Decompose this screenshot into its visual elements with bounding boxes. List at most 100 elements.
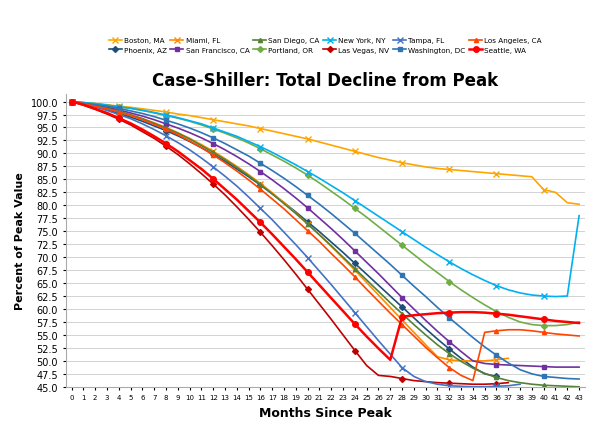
Phoenix, AZ xyxy=(434,337,441,342)
Boston, MA xyxy=(163,110,170,115)
Boston, MA xyxy=(505,173,512,178)
Phoenix, AZ xyxy=(186,140,193,145)
Line: San Francisco, CA: San Francisco, CA xyxy=(70,100,581,369)
San Diego, CA xyxy=(174,131,181,136)
Portland, OR xyxy=(340,197,347,203)
San Diego, CA xyxy=(316,233,323,238)
Tampa, FL xyxy=(316,269,323,274)
Washington, DC xyxy=(174,122,181,127)
Phoenix, AZ xyxy=(375,283,382,288)
San Francisco, CA xyxy=(245,162,252,167)
Boston, MA xyxy=(92,102,99,107)
San Francisco, CA xyxy=(92,103,99,108)
Line: Las Vegas, NV: Las Vegas, NV xyxy=(70,100,511,386)
Los Angeles, CA xyxy=(410,334,418,339)
Boston, MA xyxy=(375,156,382,161)
Las Vegas, NV xyxy=(139,130,146,135)
New York, NY xyxy=(386,222,394,227)
Portland, OR xyxy=(434,270,441,276)
Phoenix, AZ xyxy=(151,124,158,129)
Washington, DC xyxy=(163,118,170,124)
Los Angeles, CA xyxy=(127,114,134,119)
Boston, MA xyxy=(80,101,87,106)
Los Angeles, CA xyxy=(422,345,429,350)
Portland, OR xyxy=(163,114,170,119)
Miami, FL xyxy=(375,293,382,298)
Los Angeles, CA xyxy=(221,161,229,166)
X-axis label: Months Since Peak: Months Since Peak xyxy=(259,406,392,419)
Miami, FL xyxy=(115,109,122,115)
Seattle, WA xyxy=(245,209,252,214)
Seattle, WA xyxy=(233,197,241,203)
San Diego, CA xyxy=(209,151,217,156)
Tampa, FL xyxy=(457,384,464,389)
Las Vegas, NV xyxy=(340,332,347,338)
Portland, OR xyxy=(209,127,217,132)
San Diego, CA xyxy=(139,117,146,122)
San Francisco, CA xyxy=(481,361,488,366)
Boston, MA xyxy=(304,137,311,142)
New York, NY xyxy=(280,157,287,162)
Tampa, FL xyxy=(481,385,488,390)
Portland, OR xyxy=(103,103,110,108)
Portland, OR xyxy=(457,288,464,293)
Las Vegas, NV xyxy=(351,348,358,353)
New York, NY xyxy=(552,294,559,299)
Miami, FL xyxy=(139,117,146,122)
Seattle, WA xyxy=(292,257,299,262)
San Francisco, CA xyxy=(139,114,146,119)
Las Vegas, NV xyxy=(375,373,382,378)
San Diego, CA xyxy=(528,382,535,387)
Tampa, FL xyxy=(351,310,358,316)
New York, NY xyxy=(469,273,476,278)
New York, NY xyxy=(363,206,370,211)
Portland, OR xyxy=(174,116,181,122)
Tampa, FL xyxy=(92,105,99,110)
San Francisco, CA xyxy=(80,101,87,106)
Los Angeles, CA xyxy=(328,251,335,256)
Portland, OR xyxy=(552,323,559,329)
San Francisco, CA xyxy=(575,365,583,370)
Portland, OR xyxy=(563,322,571,327)
San Diego, CA xyxy=(340,255,347,260)
Miami, FL xyxy=(292,211,299,216)
Los Angeles, CA xyxy=(375,299,382,304)
Tampa, FL xyxy=(446,383,453,388)
Washington, DC xyxy=(552,375,559,380)
Seattle, WA xyxy=(375,346,382,351)
Phoenix, AZ xyxy=(398,305,406,310)
Miami, FL xyxy=(127,113,134,118)
Title: Case-Shiller: Total Decline from Peak: Case-Shiller: Total Decline from Peak xyxy=(152,72,499,90)
Phoenix, AZ xyxy=(209,152,217,158)
Phoenix, AZ xyxy=(198,146,205,151)
Miami, FL xyxy=(209,149,217,155)
Washington, DC xyxy=(233,148,241,153)
Portland, OR xyxy=(493,309,500,315)
Las Vegas, NV xyxy=(363,363,370,368)
San Diego, CA xyxy=(127,113,134,118)
Miami, FL xyxy=(269,191,276,196)
Washington, DC xyxy=(245,154,252,159)
San Francisco, CA xyxy=(457,349,464,354)
Miami, FL xyxy=(493,358,500,363)
Los Angeles, CA xyxy=(575,334,583,339)
Boston, MA xyxy=(257,127,264,132)
Boston, MA xyxy=(316,140,323,145)
Phoenix, AZ xyxy=(92,105,99,110)
Las Vegas, NV xyxy=(80,103,87,108)
New York, NY xyxy=(198,122,205,127)
Phoenix, AZ xyxy=(221,159,229,164)
Washington, DC xyxy=(209,136,217,141)
Boston, MA xyxy=(186,114,193,119)
Las Vegas, NV xyxy=(398,376,406,381)
San Diego, CA xyxy=(304,222,311,227)
Los Angeles, CA xyxy=(517,327,524,332)
Tampa, FL xyxy=(127,117,134,122)
San Diego, CA xyxy=(68,100,75,105)
Seattle, WA xyxy=(68,100,75,105)
Los Angeles, CA xyxy=(316,240,323,245)
Seattle, WA xyxy=(92,107,99,112)
Boston, MA xyxy=(233,122,241,127)
San Diego, CA xyxy=(233,165,241,171)
Boston, MA xyxy=(115,104,122,109)
